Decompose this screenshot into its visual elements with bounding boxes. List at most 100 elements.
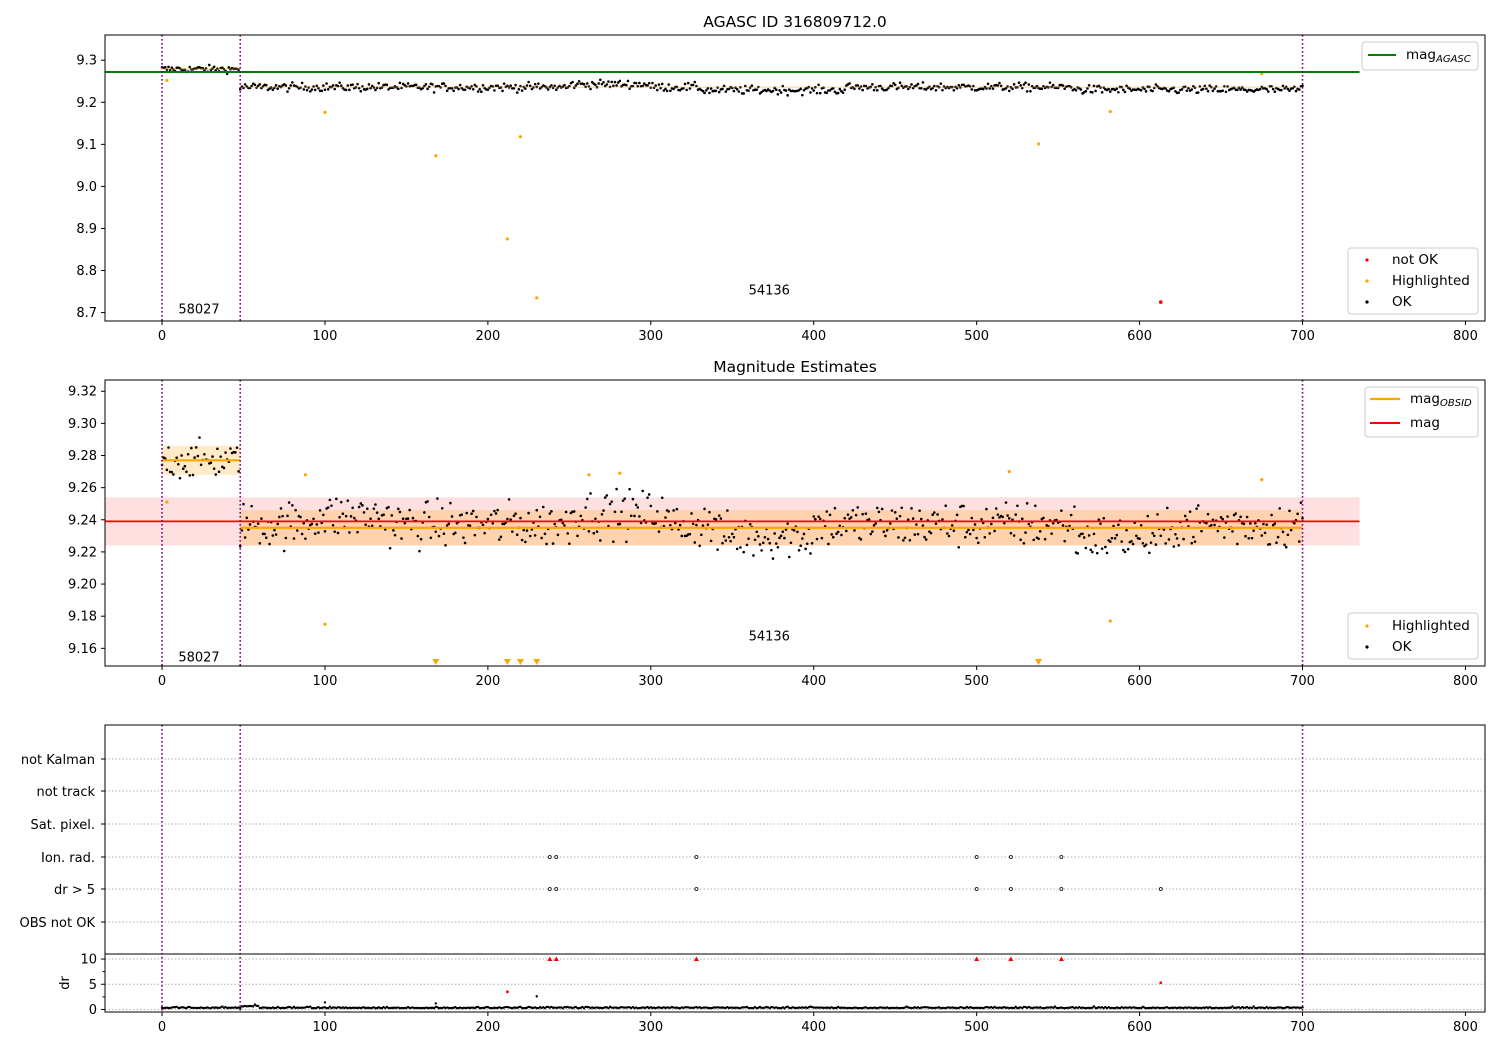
ok-point (797, 549, 801, 552)
ok-point (426, 500, 429, 503)
dr-capped-marker (553, 956, 559, 962)
ok-point (656, 88, 659, 92)
ok-point (936, 513, 939, 516)
ok-point (186, 452, 190, 456)
ok-point (602, 80, 605, 84)
ok-point (613, 80, 617, 84)
ok-point (1073, 505, 1076, 508)
ok-point (538, 515, 542, 519)
dr-point (1301, 1006, 1304, 1009)
ok-point (634, 81, 638, 85)
ok-point (856, 84, 860, 87)
dr-point (309, 1005, 312, 1008)
ok-point (704, 89, 708, 92)
ok-point (250, 504, 253, 508)
ok-point (962, 504, 965, 508)
ok-point (1236, 542, 1239, 546)
ok-point (667, 83, 671, 86)
ok-point (897, 536, 900, 539)
dr-point (221, 1005, 224, 1008)
ok-point (688, 87, 692, 90)
ok-point (654, 521, 657, 525)
p2-ytick-label-6: 9.28 (68, 449, 97, 464)
ok-point (688, 532, 692, 536)
dr-point (432, 1006, 436, 1010)
ok-point (858, 87, 861, 90)
ok-point (1025, 90, 1029, 93)
ok-point (393, 533, 397, 537)
ok-point (211, 455, 214, 458)
ok-point (783, 536, 786, 540)
ok-point (1211, 89, 1215, 93)
ok-point (774, 542, 778, 545)
ok-point (577, 79, 581, 83)
ok-point (219, 455, 222, 458)
ok-point (356, 530, 359, 534)
ok-point (1102, 516, 1106, 520)
ok-point (431, 83, 434, 86)
ok-point (714, 518, 718, 521)
dr-point (1140, 1006, 1143, 1010)
legend-mag: mag (1410, 415, 1440, 431)
ok-point (506, 517, 509, 521)
dr-point (582, 1007, 586, 1010)
legend-mag-agasc: mag (1406, 47, 1436, 63)
ok-point (163, 65, 167, 69)
ok-point (1192, 535, 1195, 539)
ok-point (843, 88, 846, 92)
ok-point (828, 513, 832, 517)
ok-point (941, 88, 944, 92)
ok-point (320, 89, 323, 93)
ok-point (442, 82, 446, 85)
dr-point (323, 1001, 327, 1004)
ok-point (178, 476, 182, 480)
ok-point (717, 90, 721, 94)
ok-point (1258, 87, 1262, 91)
ok-point (284, 536, 288, 540)
ok-point (460, 513, 464, 516)
ok-point (921, 524, 925, 527)
ok-point (651, 81, 654, 85)
ok-point (801, 537, 804, 540)
ok-point (196, 454, 200, 458)
flag-label-2: Sat. pixel. (31, 818, 95, 833)
ok-point (988, 87, 991, 90)
ok-point (600, 82, 604, 86)
ok-point (747, 537, 750, 540)
ok-point (452, 89, 455, 93)
ok-point (315, 84, 319, 88)
ok-point (835, 532, 838, 536)
ok-point (400, 537, 403, 540)
ok-point (708, 510, 711, 514)
p2-ytick-label-3: 9.22 (68, 545, 97, 560)
ok-point (1011, 518, 1014, 521)
ok-point (555, 88, 558, 91)
ok-point (278, 515, 281, 519)
ok-point (840, 533, 843, 537)
ok-point (700, 533, 703, 537)
ok-point (1205, 521, 1208, 525)
ok-point (1267, 90, 1270, 93)
ok-point (1042, 516, 1045, 520)
ok-point (1076, 552, 1079, 555)
ok-point (893, 83, 897, 87)
ok-point (1079, 88, 1083, 91)
ok-point (563, 524, 566, 527)
ok-point (838, 524, 842, 528)
ok-point (965, 530, 969, 534)
ok-point (418, 549, 421, 553)
ok-point (825, 91, 829, 95)
ok-point (1250, 536, 1254, 540)
ok-point (214, 69, 218, 72)
p2-xtick-label-500: 500 (964, 674, 989, 689)
ok-point (1025, 502, 1029, 505)
ok-point (626, 79, 630, 83)
ok-point (602, 509, 605, 512)
ok-point (998, 81, 1001, 85)
ok-point (1091, 91, 1094, 94)
ok-point (1048, 81, 1052, 84)
ok-point (509, 518, 512, 521)
ok-point (427, 85, 431, 89)
ok-point (587, 530, 591, 533)
p2-xtick-label-800: 800 (1453, 674, 1478, 689)
